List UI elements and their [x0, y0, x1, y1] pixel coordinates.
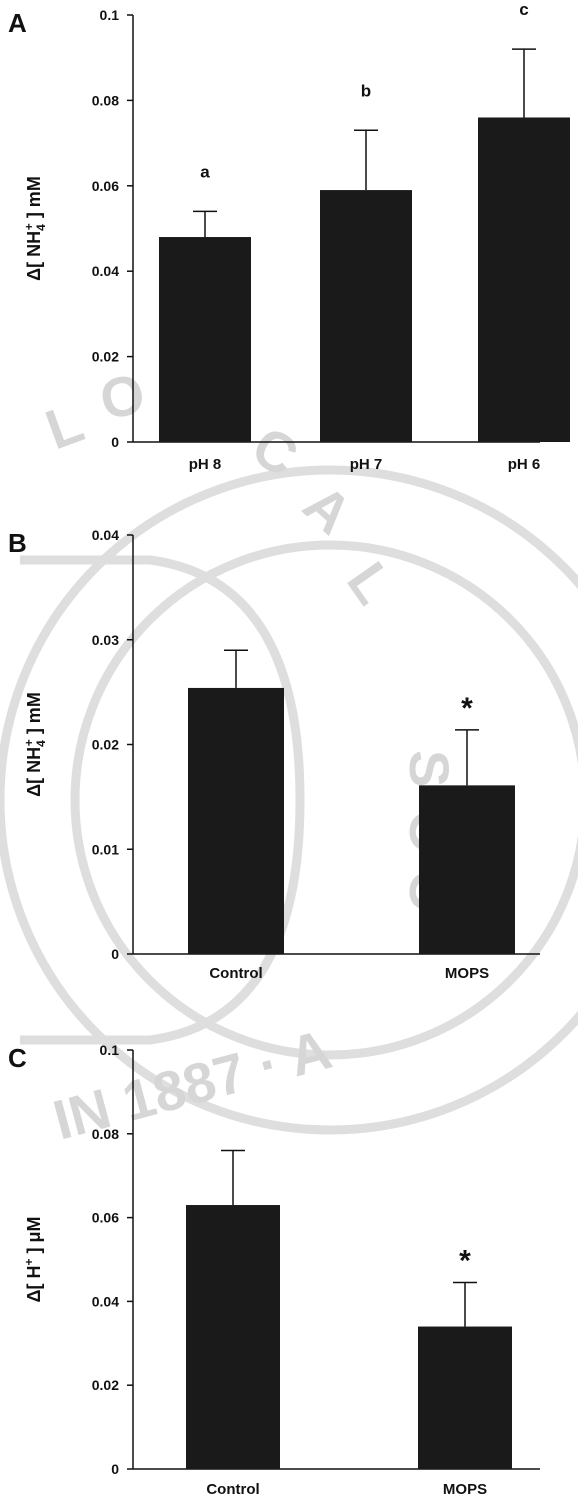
seal-outer-ring [0, 465, 578, 1135]
y-tick-label: 0 [111, 946, 119, 962]
y-tick-label: 0.04 [92, 527, 119, 543]
y-tick-label: 0.04 [92, 263, 119, 279]
significance-label: c [519, 0, 528, 19]
y-tick-label: 0.06 [92, 1210, 119, 1226]
seal-inner-emblem [20, 555, 305, 1045]
bar [478, 117, 570, 442]
chart-panel-c: C 0 0.02 0.04 0.06 0.08 0.1 Δ[ H+ ] μM Control * M… [8, 1042, 540, 1498]
chart-panel-a: A 0 0.02 0.04 0.06 0.08 0.1 Δ[ NH4+ ] mM a pH 8 b p… [8, 0, 570, 473]
bar [320, 190, 412, 442]
bar [188, 687, 284, 954]
panel-label: B [8, 528, 27, 558]
significance-label: * [461, 692, 473, 725]
y-axis-label: Δ[ NH4+ ] mM [22, 692, 48, 797]
y-tick-label: 0.08 [92, 1126, 119, 1142]
x-tick-label: pH 7 [350, 456, 383, 473]
x-tick-label: pH 8 [189, 456, 222, 473]
bar [418, 1326, 512, 1469]
y-tick-label: 0.1 [100, 1042, 120, 1058]
x-tick-label: pH 6 [508, 456, 541, 473]
significance-label: a [200, 162, 210, 181]
x-tick-label: MOPS [443, 1481, 487, 1498]
significance-label: b [361, 81, 371, 100]
chart-panel-b: B 0 0.01 0.02 0.03 0.04 Δ[ NH4+ ] mM Control * MO… [8, 527, 540, 982]
y-tick-label: 0.02 [92, 1377, 119, 1393]
bar [186, 1205, 280, 1469]
x-tick-label: Control [206, 1481, 259, 1498]
seal-letter-s: S [398, 750, 461, 787]
y-tick-label: 0 [111, 1461, 119, 1477]
x-tick-label: MOPS [445, 965, 489, 982]
y-tick-label: 0.04 [92, 1293, 119, 1309]
x-tick-label: Control [209, 965, 262, 982]
y-tick-label: 0.02 [92, 349, 119, 365]
panel-label: A [8, 8, 27, 38]
y-tick-label: 0.03 [92, 632, 119, 648]
y-tick-label: 0.02 [92, 737, 119, 753]
y-tick-label: 0.01 [92, 841, 119, 857]
panel-label: C [8, 1043, 27, 1073]
y-axis-label: Δ[ NH4+ ] mM [22, 176, 48, 281]
significance-label: * [459, 1245, 471, 1278]
seal-inner-ring [70, 540, 578, 1060]
y-tick-label: 0.1 [100, 7, 120, 23]
y-tick-label: 0 [111, 434, 119, 450]
bar [419, 785, 515, 954]
bar [159, 237, 251, 442]
y-tick-label: 0.06 [92, 178, 119, 194]
y-tick-label: 0.08 [92, 92, 119, 108]
y-axis-label: Δ[ H+ ] μM [22, 1217, 44, 1303]
